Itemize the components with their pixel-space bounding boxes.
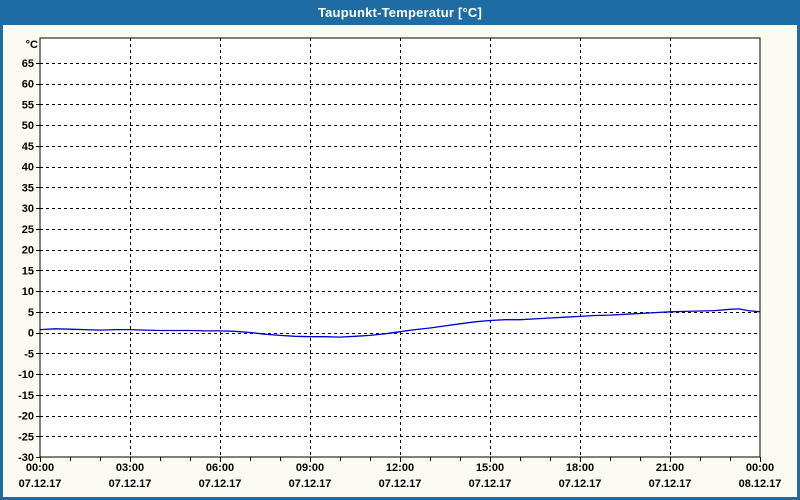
- y-tick-label: -25: [18, 431, 34, 443]
- data-line: [39, 308, 761, 338]
- y-tick-label: 20: [22, 245, 34, 257]
- x-tick-label-time: 18:00: [566, 462, 594, 474]
- x-tick-label-time: 06:00: [206, 462, 234, 474]
- y-tick-label: 55: [22, 99, 34, 111]
- x-tick-label-time: 12:00: [386, 462, 414, 474]
- y-tick-label: -30: [18, 452, 34, 464]
- y-tick-label: 60: [22, 79, 34, 91]
- x-tick-label-date: 07.12.17: [469, 478, 512, 490]
- y-axis-unit-label: °C: [26, 39, 38, 51]
- x-tick-label-time: 21:00: [656, 462, 684, 474]
- y-tick-label: -15: [18, 390, 34, 402]
- y-tick-label: 0: [28, 328, 34, 340]
- x-tick-label-date: 07.12.17: [559, 478, 602, 490]
- x-tick-label-time: 00:00: [746, 462, 774, 474]
- title-bar: Taupunkt-Temperatur [°C]: [0, 0, 800, 25]
- x-tick-label-date: 07.12.17: [199, 478, 242, 490]
- y-tick-label: 15: [22, 265, 34, 277]
- x-tick-label-time: 03:00: [116, 462, 144, 474]
- y-tick-label: 40: [22, 162, 34, 174]
- y-tick-label: 50: [22, 120, 34, 132]
- y-tick-label: 65: [22, 58, 34, 70]
- y-tick-label: -5: [24, 348, 34, 360]
- y-tick-label: 45: [22, 141, 34, 153]
- x-tick-label-time: 09:00: [296, 462, 324, 474]
- x-tick-label-date: 07.12.17: [289, 478, 332, 490]
- y-tick-label: 10: [22, 286, 34, 298]
- x-tick-label-date: 08.12.17: [739, 478, 782, 490]
- x-tick-label-date: 07.12.17: [379, 478, 422, 490]
- x-tick-label-date: 07.12.17: [109, 478, 152, 490]
- y-tick-label: -20: [18, 411, 34, 423]
- y-tick-label: 35: [22, 182, 34, 194]
- x-tick-label-time: 15:00: [476, 462, 504, 474]
- x-tick-label-date: 07.12.17: [19, 478, 62, 490]
- y-tick-label: 30: [22, 203, 34, 215]
- x-tick-label-time: 00:00: [26, 462, 54, 474]
- window-title: Taupunkt-Temperatur [°C]: [317, 5, 483, 20]
- x-tick-label-date: 07.12.17: [649, 478, 692, 490]
- y-tick-label: 5: [28, 307, 34, 319]
- y-tick-label: 25: [22, 224, 34, 236]
- y-tick-label: -10: [18, 369, 34, 381]
